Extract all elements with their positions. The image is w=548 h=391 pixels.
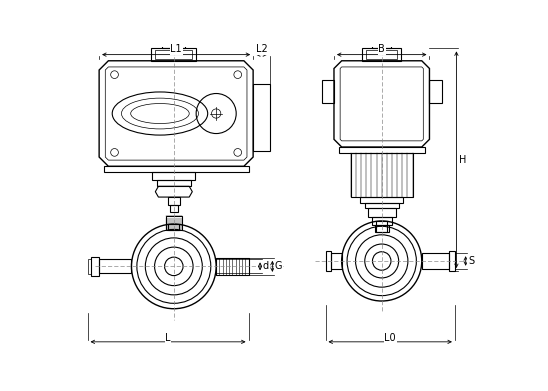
Bar (162, 44, 185, 48)
Bar (170, 205, 178, 212)
Bar (375, 225, 389, 233)
Bar (339, 147, 425, 153)
Text: H: H (459, 155, 467, 165)
Bar (99, 260, 132, 273)
Bar (253, 84, 270, 151)
Bar (88, 259, 92, 274)
Text: L2: L2 (256, 44, 267, 54)
Bar (152, 172, 196, 180)
Bar (157, 180, 191, 186)
Bar (368, 208, 396, 217)
Bar (373, 44, 391, 48)
Text: d: d (262, 261, 269, 271)
Bar (151, 48, 196, 61)
Text: L0: L0 (384, 334, 396, 343)
Bar (366, 50, 397, 59)
Bar (372, 217, 392, 225)
Text: B: B (378, 44, 385, 54)
Text: G: G (275, 261, 282, 271)
Bar (155, 50, 192, 59)
Bar (92, 257, 99, 276)
Bar (168, 224, 179, 230)
Circle shape (130, 222, 218, 310)
Text: L: L (165, 334, 171, 343)
Text: S: S (468, 256, 474, 266)
Bar (365, 203, 398, 208)
Bar (422, 253, 449, 269)
Bar (449, 251, 455, 271)
Bar (362, 48, 401, 61)
Bar (376, 221, 387, 233)
Bar (104, 166, 248, 172)
Bar (326, 251, 331, 271)
Bar (166, 216, 181, 230)
Bar (216, 258, 248, 275)
Bar (322, 80, 334, 103)
Circle shape (340, 219, 423, 303)
Bar (430, 80, 442, 103)
Bar (331, 253, 342, 269)
Bar (351, 153, 413, 197)
Bar (360, 197, 403, 203)
Text: L1: L1 (170, 44, 182, 54)
Bar (168, 197, 180, 205)
